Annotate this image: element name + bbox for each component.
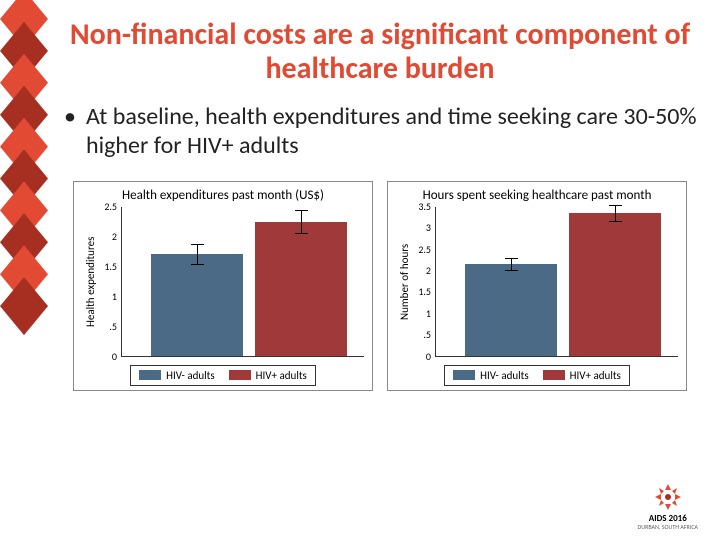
legend-item: HIV+ adults	[229, 369, 307, 382]
chart-right-yaxis: 3.532.521.51.50	[413, 207, 435, 357]
chart-left-legend: HIV- adults HIV+ adults	[130, 365, 316, 386]
chart-left: Health expenditures past month (US$) Hea…	[73, 181, 373, 391]
content-area: Non-financial costs are a significant co…	[60, 18, 700, 391]
logo-icon	[651, 482, 685, 512]
chart-right-plot-wrap: Number of hours 3.532.521.51.50	[396, 207, 678, 357]
bar	[255, 222, 347, 356]
chart-right-title: Hours spent seeking healthcare past mont…	[396, 188, 678, 203]
bar	[569, 213, 661, 356]
chart-left-yaxis: 2.521.51.50	[99, 207, 121, 357]
bar	[465, 264, 557, 356]
legend-item: HIV- adults	[139, 369, 215, 382]
conference-logo: AIDS 2016 DURBAN, SOUTH AFRICA	[638, 482, 698, 530]
chart-left-ylabel: Health expenditures	[82, 207, 99, 357]
chart-left-title: Health expenditures past month (US$)	[82, 188, 364, 203]
chart-right-ylabel: Number of hours	[396, 207, 413, 357]
chart-right: Hours spent seeking healthcare past mont…	[387, 181, 687, 391]
slide-title: Non-financial costs are a significant co…	[60, 18, 700, 85]
chart-left-plot	[121, 207, 364, 357]
slide: Non-financial costs are a significant co…	[0, 0, 720, 540]
bar	[151, 254, 243, 355]
chart-left-plot-wrap: Health expenditures 2.521.51.50	[82, 207, 364, 357]
bullet-text: At baseline, health expenditures and tim…	[60, 103, 700, 161]
legend-item: HIV- adults	[453, 369, 529, 382]
chart-right-legend: HIV- adults HIV+ adults	[444, 365, 630, 386]
legend-item: HIV+ adults	[543, 369, 621, 382]
charts-row: Health expenditures past month (US$) Hea…	[60, 181, 700, 391]
decorative-sidebar	[0, 0, 48, 540]
logo-line2: DURBAN, SOUTH AFRICA	[638, 524, 698, 530]
chart-right-plot	[435, 207, 678, 357]
